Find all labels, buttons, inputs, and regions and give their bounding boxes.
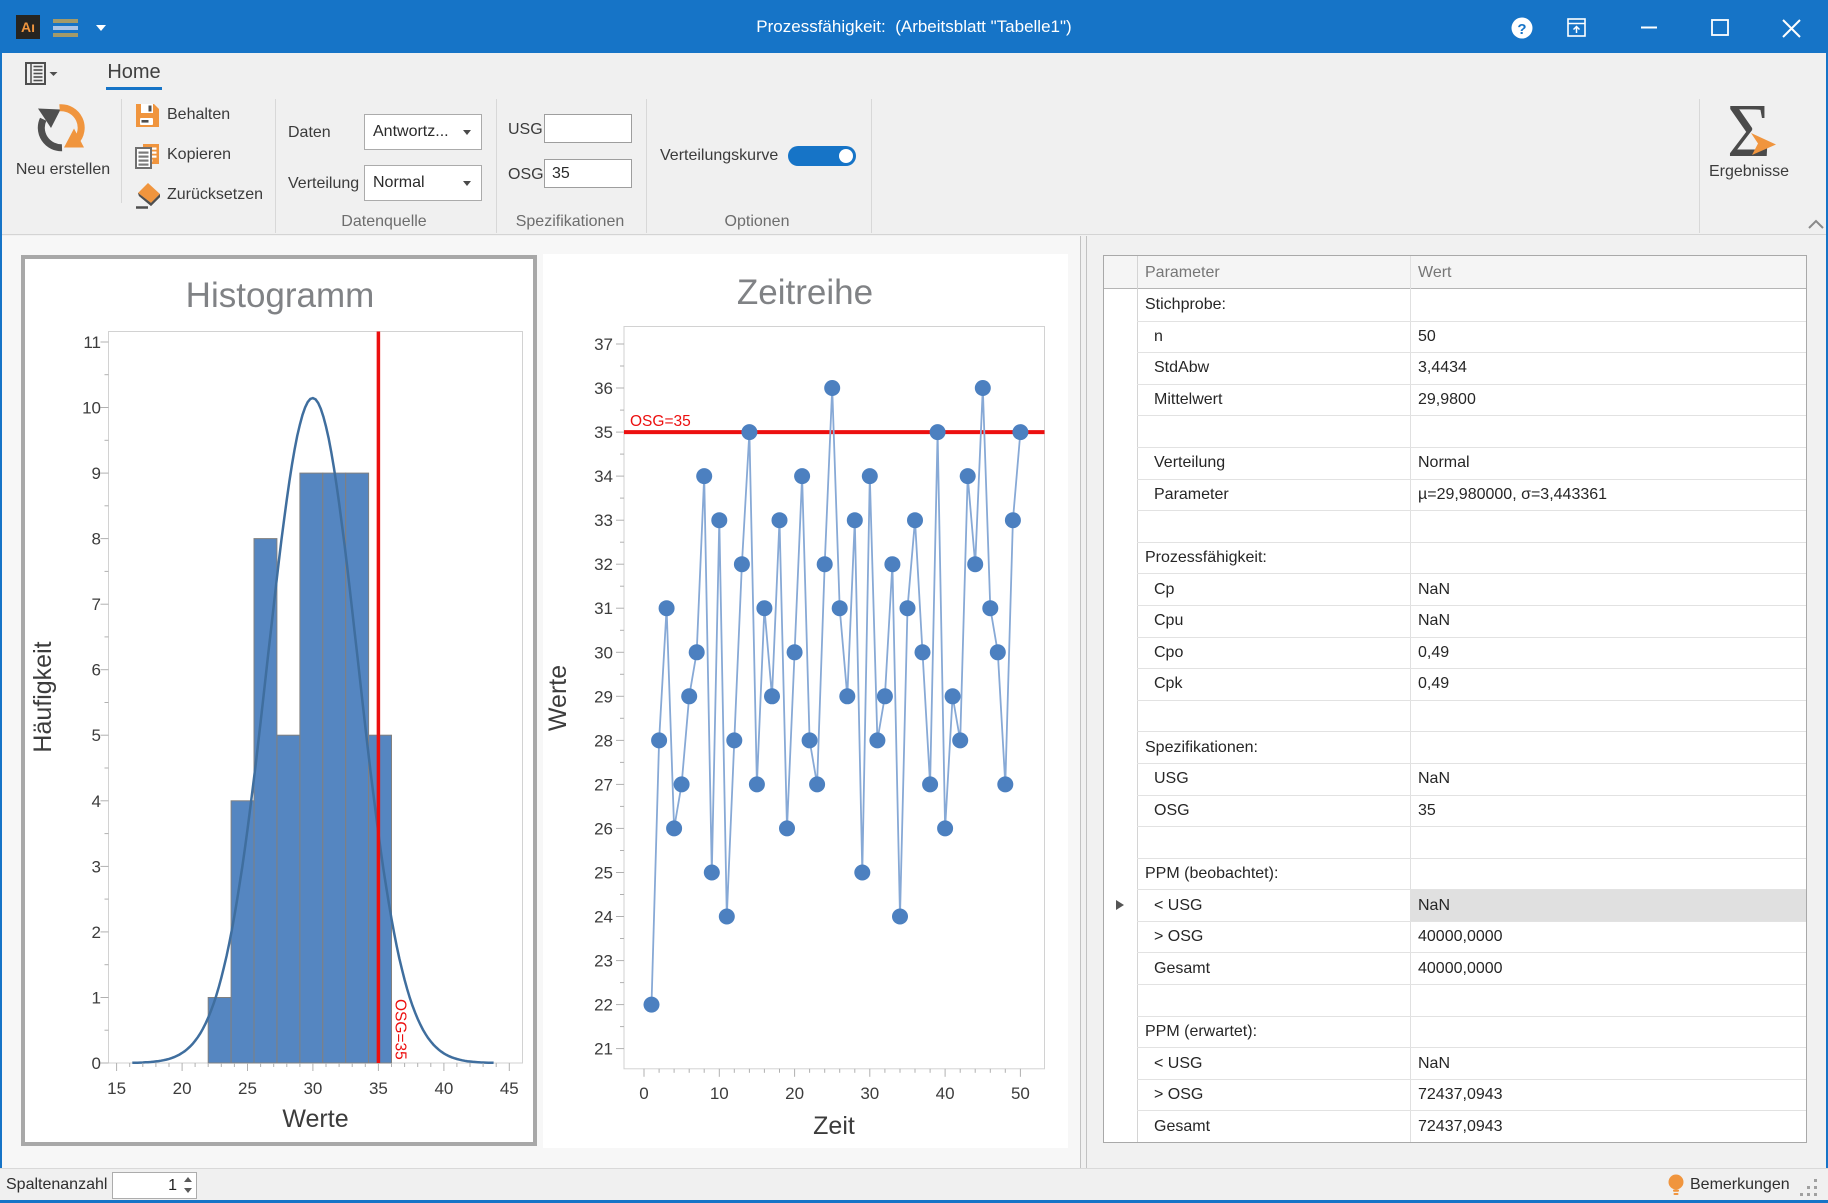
svg-text:27: 27 <box>594 775 613 794</box>
svg-text:24: 24 <box>594 908 613 927</box>
svg-text:20: 20 <box>173 1079 192 1098</box>
svg-text:30: 30 <box>594 643 613 662</box>
svg-text:Werte: Werte <box>282 1105 348 1133</box>
svg-text:36: 36 <box>594 379 613 398</box>
svg-text:31: 31 <box>594 599 613 618</box>
svg-text:40: 40 <box>936 1084 955 1103</box>
svg-text:8: 8 <box>92 530 101 549</box>
svg-text:OSG=35: OSG=35 <box>630 413 691 430</box>
svg-text:34: 34 <box>594 467 613 486</box>
svg-text:22: 22 <box>594 996 613 1015</box>
svg-text:37: 37 <box>594 335 613 354</box>
svg-text:Werte: Werte <box>544 665 572 731</box>
svg-text:20: 20 <box>785 1084 804 1103</box>
svg-text:7: 7 <box>92 595 101 614</box>
svg-text:5: 5 <box>92 726 101 745</box>
svg-text:26: 26 <box>594 819 613 838</box>
svg-text:40: 40 <box>434 1079 453 1098</box>
svg-text:45: 45 <box>500 1079 519 1098</box>
svg-text:35: 35 <box>369 1079 388 1098</box>
svg-text:10: 10 <box>82 399 101 418</box>
svg-text:Zeitreihe: Zeitreihe <box>737 273 873 312</box>
svg-text:3: 3 <box>92 857 101 876</box>
svg-text:30: 30 <box>860 1084 879 1103</box>
svg-text:33: 33 <box>594 511 613 530</box>
svg-text:35: 35 <box>594 423 613 442</box>
svg-text:21: 21 <box>594 1040 613 1059</box>
svg-text:0: 0 <box>92 1054 101 1073</box>
svg-text:29: 29 <box>594 687 613 706</box>
svg-text:0: 0 <box>639 1084 648 1103</box>
svg-text:50: 50 <box>1011 1084 1030 1103</box>
svg-text:11: 11 <box>83 333 101 352</box>
svg-text:32: 32 <box>594 555 613 574</box>
svg-text:9: 9 <box>92 464 101 483</box>
svg-text:Häufigkeit: Häufigkeit <box>29 641 57 752</box>
svg-text:30: 30 <box>303 1079 322 1098</box>
svg-text:15: 15 <box>107 1079 126 1098</box>
svg-text:23: 23 <box>594 952 613 971</box>
svg-text:6: 6 <box>92 661 101 680</box>
svg-text:25: 25 <box>594 864 613 883</box>
svg-text:2: 2 <box>92 923 101 942</box>
svg-text:1: 1 <box>92 989 101 1008</box>
svg-text:?: ? <box>1517 21 1526 38</box>
svg-text:25: 25 <box>238 1079 257 1098</box>
svg-text:OSG=35: OSG=35 <box>391 999 408 1060</box>
svg-text:10: 10 <box>710 1084 729 1103</box>
svg-text:Zeit: Zeit <box>813 1112 855 1140</box>
svg-text:28: 28 <box>594 731 613 750</box>
svg-text:Histogramm: Histogramm <box>186 276 375 315</box>
svg-text:4: 4 <box>92 792 101 811</box>
